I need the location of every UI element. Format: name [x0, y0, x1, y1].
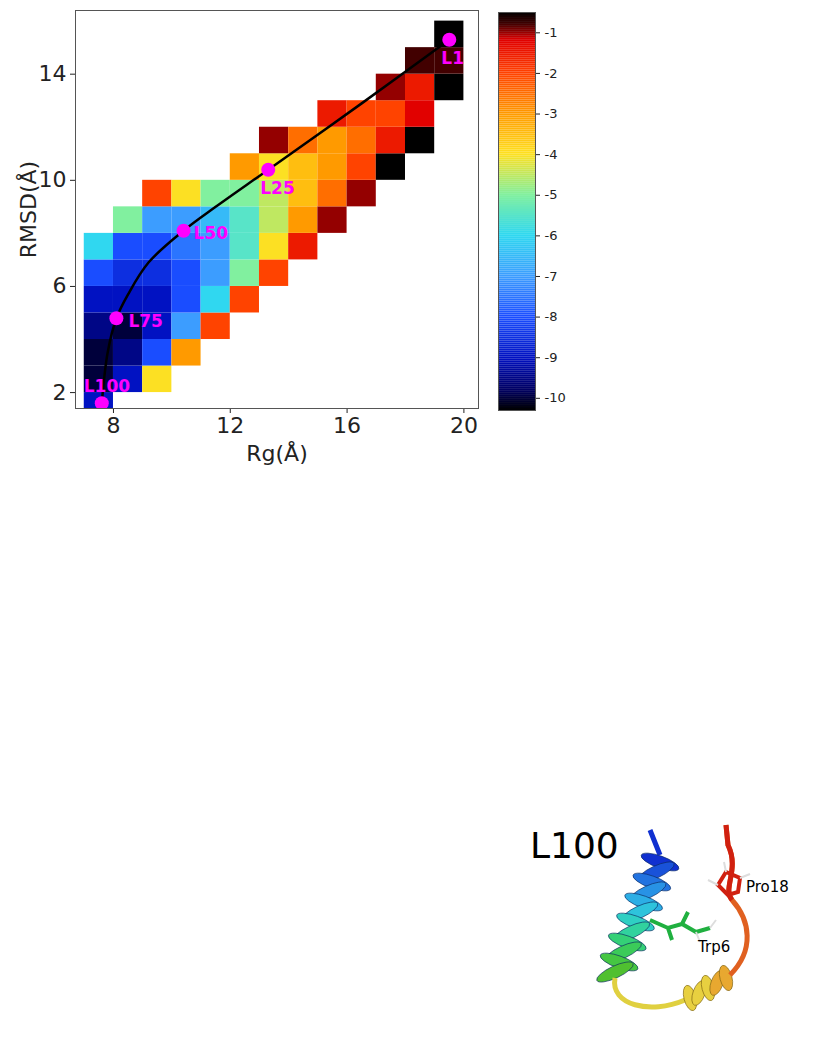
svg-text:Rg(Å): Rg(Å): [246, 440, 307, 466]
svg-text:-1: -1: [545, 25, 558, 40]
svg-text:L100: L100: [530, 825, 619, 866]
svg-text:8: 8: [106, 413, 120, 438]
svg-text:-7: -7: [545, 269, 558, 284]
svg-text:2: 2: [53, 380, 67, 405]
svg-text:10: 10: [39, 167, 67, 192]
svg-text:Pro18: Pro18: [746, 878, 789, 896]
svg-text:16: 16: [333, 413, 361, 438]
svg-text:-2: -2: [545, 66, 558, 81]
svg-text:-6: -6: [545, 228, 558, 243]
svg-text:RMSD(Å): RMSD(Å): [15, 161, 41, 258]
svg-text:-9: -9: [545, 350, 558, 365]
svg-text:12: 12: [216, 413, 244, 438]
svg-text:-10: -10: [545, 390, 566, 405]
svg-text:-8: -8: [545, 309, 558, 324]
svg-text:-3: -3: [545, 106, 558, 121]
svg-text:L100: L100: [84, 376, 130, 396]
svg-text:14: 14: [39, 61, 67, 86]
svg-text:L50: L50: [194, 223, 229, 243]
svg-text:20: 20: [450, 413, 478, 438]
svg-text:-4: -4: [545, 147, 558, 162]
svg-text:Trp6: Trp6: [697, 938, 730, 956]
svg-text:-5: -5: [545, 187, 558, 202]
svg-text:L25: L25: [260, 178, 295, 198]
svg-text:6: 6: [53, 273, 67, 298]
svg-text:L1: L1: [441, 48, 464, 68]
svg-text:L75: L75: [128, 311, 163, 331]
